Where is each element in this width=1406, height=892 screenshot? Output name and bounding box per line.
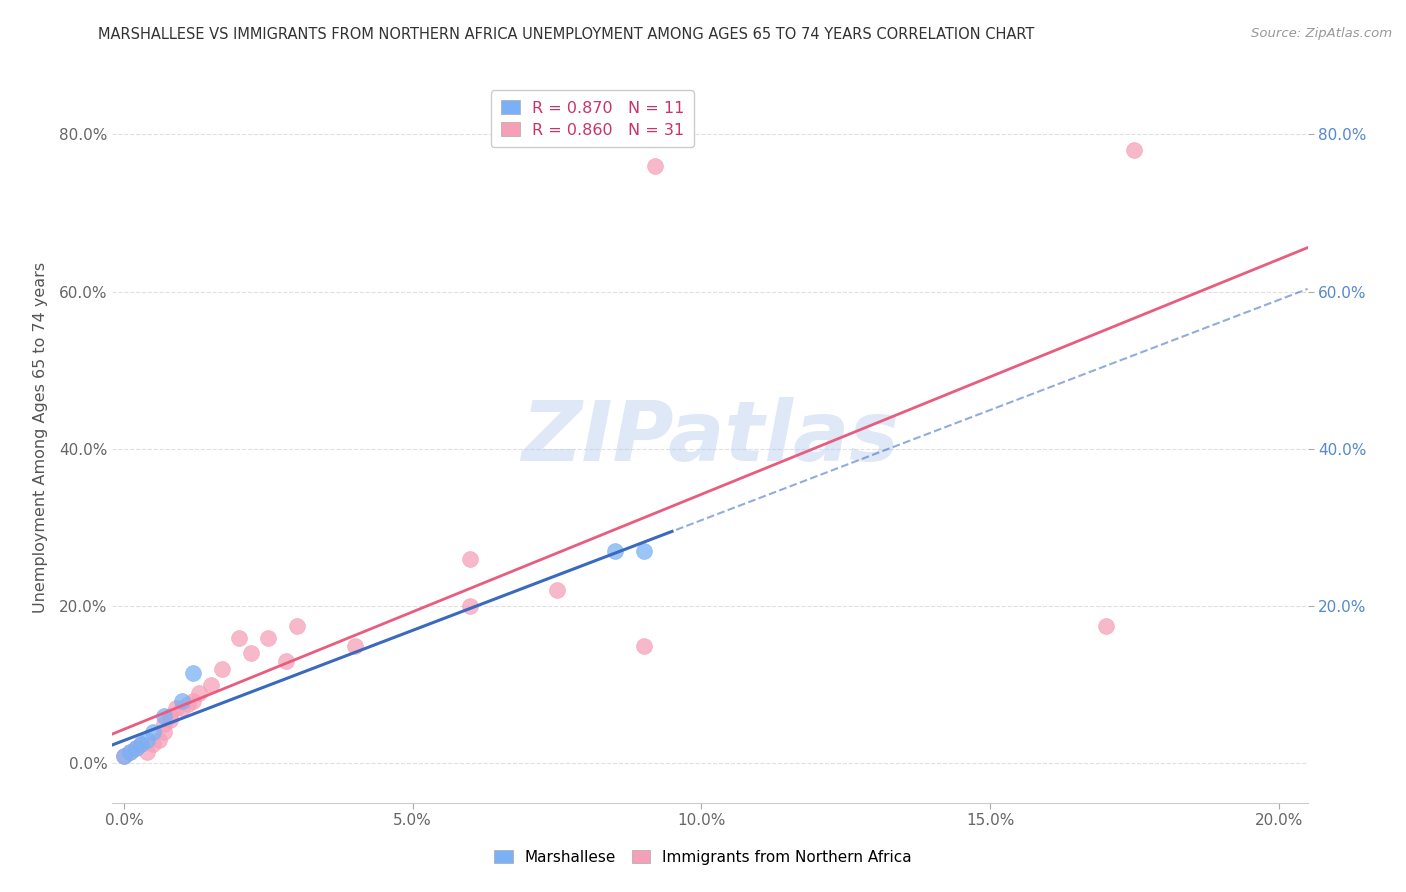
Point bbox=[257, 631, 280, 645]
Point bbox=[136, 732, 159, 747]
Point bbox=[181, 666, 204, 681]
Text: Source: ZipAtlas.com: Source: ZipAtlas.com bbox=[1251, 27, 1392, 40]
Point bbox=[603, 544, 626, 558]
Point bbox=[131, 737, 153, 751]
Point bbox=[142, 737, 165, 751]
Point bbox=[124, 740, 146, 755]
Y-axis label: Unemployment Among Ages 65 to 74 years: Unemployment Among Ages 65 to 74 years bbox=[32, 261, 48, 613]
Point bbox=[274, 654, 297, 668]
Legend: Marshallese, Immigrants from Northern Africa: Marshallese, Immigrants from Northern Af… bbox=[488, 844, 918, 871]
Point bbox=[170, 701, 193, 715]
Point bbox=[153, 725, 176, 739]
Point bbox=[460, 599, 482, 614]
Point bbox=[165, 701, 187, 715]
Point bbox=[240, 646, 263, 660]
Point bbox=[181, 693, 204, 707]
Point bbox=[188, 686, 211, 700]
Point bbox=[159, 709, 181, 723]
Point bbox=[285, 619, 308, 633]
Point bbox=[343, 639, 366, 653]
Text: MARSHALLESE VS IMMIGRANTS FROM NORTHERN AFRICA UNEMPLOYMENT AMONG AGES 65 TO 74 : MARSHALLESE VS IMMIGRANTS FROM NORTHERN … bbox=[98, 27, 1035, 42]
Legend: R = 0.870   N = 11, R = 0.860   N = 31: R = 0.870 N = 11, R = 0.860 N = 31 bbox=[491, 90, 695, 147]
Point bbox=[118, 745, 141, 759]
Point bbox=[118, 745, 141, 759]
Point bbox=[546, 583, 568, 598]
Point bbox=[153, 717, 176, 731]
Point bbox=[124, 740, 146, 755]
Point bbox=[633, 544, 655, 558]
Point bbox=[170, 693, 193, 707]
Point bbox=[200, 678, 222, 692]
Point bbox=[142, 725, 165, 739]
Point bbox=[112, 748, 135, 763]
Point bbox=[176, 698, 198, 712]
Text: ZIPatlas: ZIPatlas bbox=[522, 397, 898, 477]
Point bbox=[159, 713, 181, 727]
Point bbox=[1123, 143, 1146, 157]
Point bbox=[112, 748, 135, 763]
Point bbox=[211, 662, 233, 676]
Point bbox=[644, 159, 666, 173]
Point bbox=[1094, 619, 1116, 633]
Point bbox=[131, 737, 153, 751]
Point bbox=[460, 552, 482, 566]
Point bbox=[228, 631, 250, 645]
Point bbox=[633, 639, 655, 653]
Point bbox=[148, 732, 170, 747]
Point bbox=[136, 745, 159, 759]
Point bbox=[153, 709, 176, 723]
